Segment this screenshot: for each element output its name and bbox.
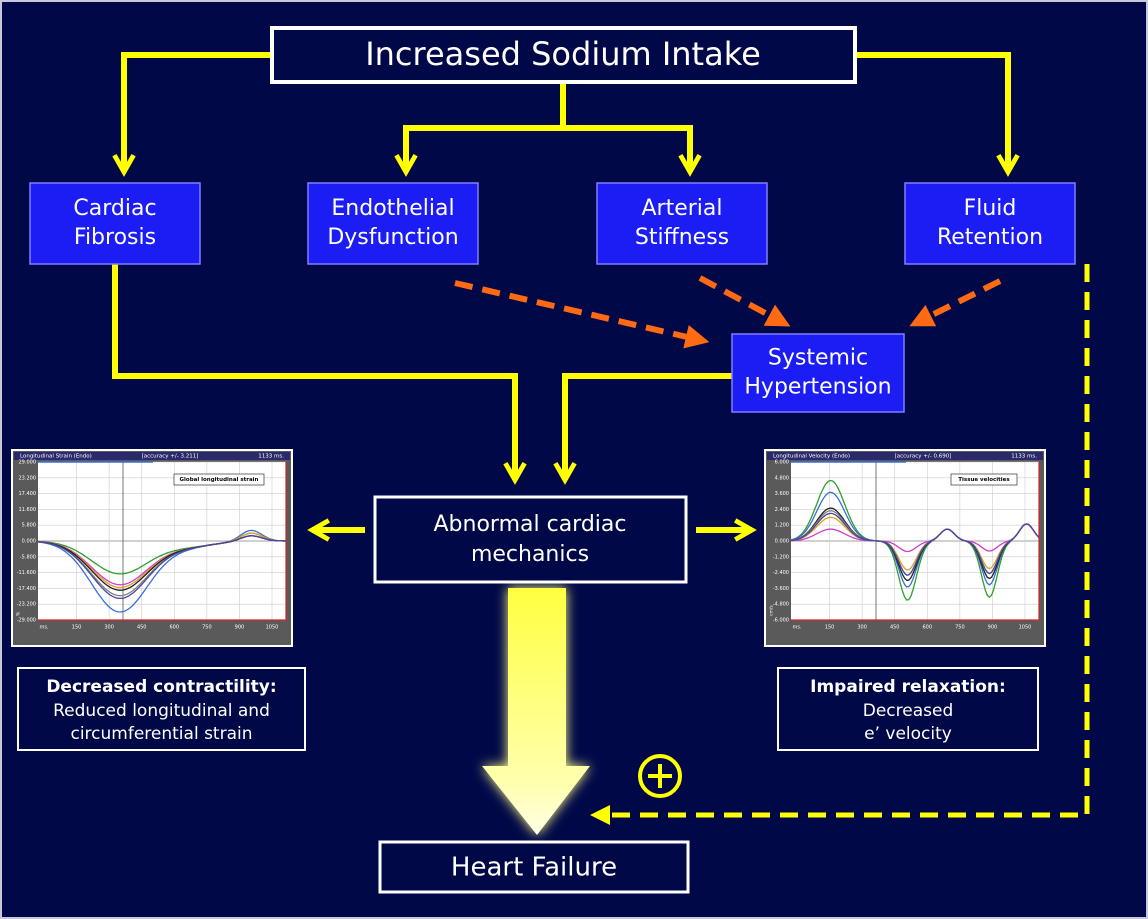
y-tick-label: -4.800 bbox=[773, 602, 789, 608]
center-label: mechanics bbox=[471, 542, 589, 567]
y-tick-label: -6.000 bbox=[773, 618, 789, 624]
y-tick-label: 29.000 bbox=[19, 460, 37, 466]
x-tick-label: 300 bbox=[857, 625, 867, 631]
y-tick-label: 0.000 bbox=[22, 539, 36, 545]
x-tick-label: ms. bbox=[39, 625, 48, 631]
node-label: Fibrosis bbox=[74, 225, 156, 250]
y-tick-label: -29.000 bbox=[17, 618, 36, 624]
x-tick-label: ms. bbox=[792, 625, 801, 631]
y-tick-label: 4.800 bbox=[775, 475, 789, 481]
chart-duration: 1133 ms. bbox=[1011, 454, 1037, 460]
y-tick-label: -3.600 bbox=[773, 586, 789, 592]
caption-heading: Impaired relaxation: bbox=[810, 677, 1006, 697]
x-tick-label: 150 bbox=[825, 625, 835, 631]
node-label: Hypertension bbox=[744, 375, 891, 400]
y-tick-label: 5.800 bbox=[22, 523, 36, 529]
y-tick-label: 11.600 bbox=[19, 507, 37, 513]
x-tick-label: 750 bbox=[955, 625, 965, 631]
x-tick-label: 1050 bbox=[1019, 625, 1032, 631]
x-tick-label: 300 bbox=[104, 625, 114, 631]
x-tick-label: 150 bbox=[72, 625, 82, 631]
node-label: Systemic bbox=[768, 346, 868, 371]
y-tick-label: 3.600 bbox=[775, 491, 789, 497]
chart-accuracy: [accuracy +/- 0.690] bbox=[895, 454, 952, 460]
chart-duration: 1133 ms. bbox=[258, 454, 284, 460]
y-tick-label: 23.200 bbox=[19, 475, 37, 481]
x-tick-label: 600 bbox=[170, 625, 180, 631]
node-label: Stiffness bbox=[635, 225, 729, 250]
node-label: Retention bbox=[937, 225, 1043, 250]
caption-line: Decreased bbox=[863, 701, 954, 721]
y-tick-label: 2.400 bbox=[775, 507, 789, 513]
x-tick-label: 900 bbox=[988, 625, 998, 631]
outcome-label: Heart Failure bbox=[451, 853, 617, 883]
y-tick-label: -1.200 bbox=[773, 554, 789, 560]
legend-label: Tissue velocities bbox=[958, 477, 1010, 483]
y-tick-label: -2.400 bbox=[773, 570, 789, 576]
x-tick-label: 750 bbox=[202, 625, 212, 631]
node-label: Cardiac bbox=[73, 196, 156, 221]
node-label: Dysfunction bbox=[327, 225, 458, 250]
chart-accuracy: [accuracy +/- 3.211] bbox=[142, 454, 199, 460]
node-label: Endothelial bbox=[331, 196, 454, 221]
center-label: Abnormal cardiac bbox=[434, 512, 627, 537]
unit-label: % bbox=[16, 611, 22, 616]
node-label: Arterial bbox=[641, 196, 722, 221]
y-tick-label: 1.200 bbox=[775, 523, 789, 529]
y-tick-label: -23.200 bbox=[17, 602, 36, 608]
unit-label: cm/s bbox=[769, 605, 775, 616]
diagram: Increased Sodium Intake Cardiac Fibrosis En… bbox=[0, 0, 1148, 919]
x-tick-label: 450 bbox=[137, 625, 147, 631]
caption-line: Reduced longitudinal and bbox=[53, 701, 270, 721]
y-tick-label: -17.400 bbox=[17, 586, 36, 592]
caption-line: e’ velocity bbox=[864, 724, 952, 744]
x-tick-label: 900 bbox=[235, 625, 245, 631]
y-tick-label: 17.400 bbox=[19, 491, 37, 497]
x-tick-label: 450 bbox=[890, 625, 900, 631]
caption-heading: Decreased contractility: bbox=[46, 677, 276, 697]
title: Increased Sodium Intake bbox=[365, 35, 761, 73]
y-tick-label: -5.800 bbox=[20, 554, 36, 560]
x-tick-label: 1050 bbox=[266, 625, 279, 631]
legend-label: Global longitudinal strain bbox=[180, 477, 259, 483]
center-box bbox=[375, 497, 686, 582]
y-tick-label: 0.000 bbox=[775, 539, 789, 545]
caption-line: circumferential strain bbox=[70, 724, 252, 744]
node-label: Fluid bbox=[964, 196, 1017, 221]
y-tick-label: 6.000 bbox=[775, 460, 789, 466]
x-tick-label: 600 bbox=[923, 625, 933, 631]
y-tick-label: -11.600 bbox=[17, 570, 36, 576]
